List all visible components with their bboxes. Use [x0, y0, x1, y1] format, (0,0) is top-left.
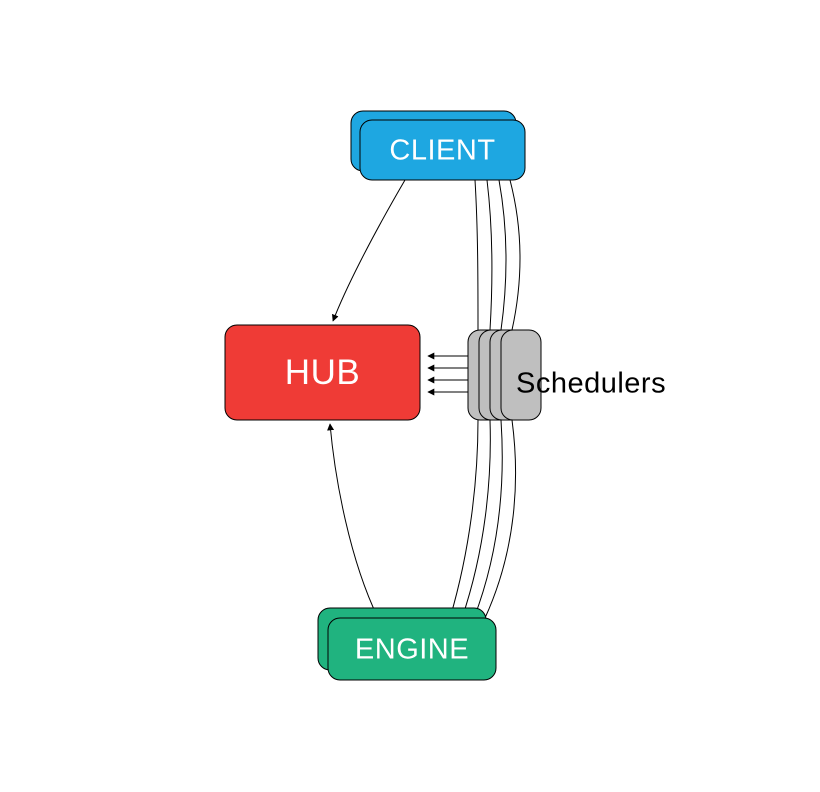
svg-text:CLIENT: CLIENT — [389, 135, 495, 167]
svg-text:Schedulers: Schedulers — [516, 368, 666, 400]
svg-text:HUB: HUB — [285, 353, 360, 392]
svg-text:ENGINE: ENGINE — [355, 634, 469, 666]
